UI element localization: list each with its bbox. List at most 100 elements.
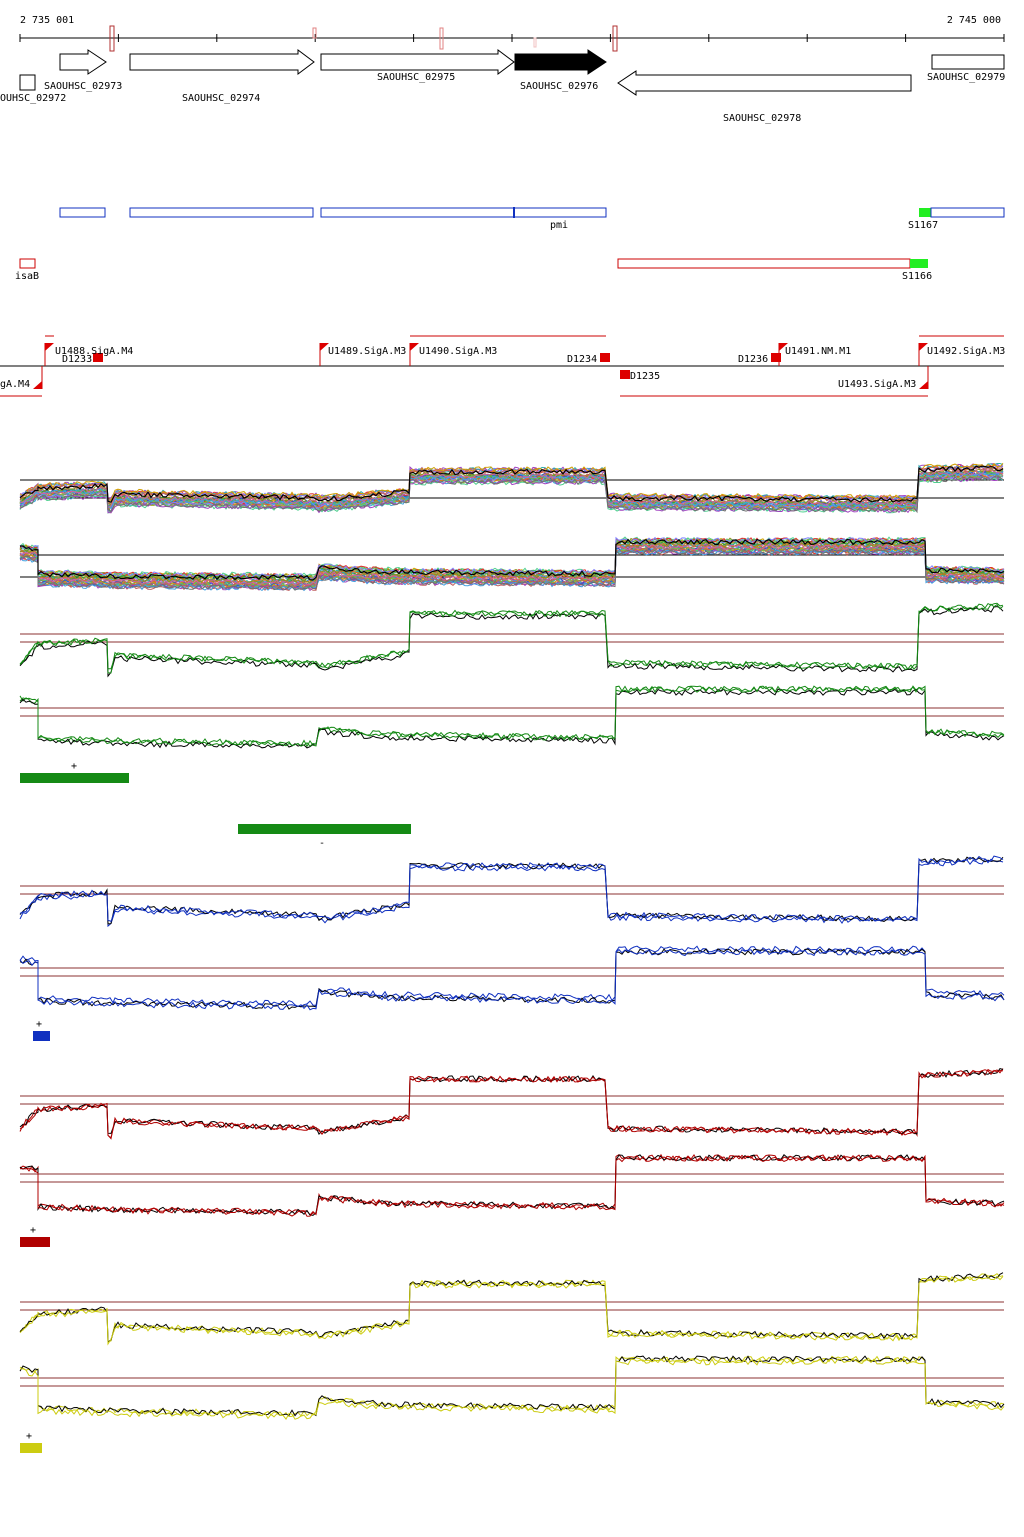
profile-panel [19,462,1004,514]
tss-label-siga-m4: gA.M4 [0,379,30,390]
tss-flag[interactable] [33,381,42,389]
profile-line [19,546,1005,589]
profile-line [19,548,1005,591]
profile-line [19,948,1005,1011]
yellow-plus-label: + [26,1431,32,1442]
coordinate-ruler: 2 735 001 2 745 000 [19,15,1005,52]
gene-label-02972: OUHSC_02972 [0,93,66,104]
gene-track: SAOUHSC_02973 SAOUHSC_02974 SAOUHSC_0297… [0,49,1005,124]
yellow-plus-bar[interactable] [20,1443,42,1453]
profile-panel [19,1355,1005,1421]
tss-flags [33,343,928,389]
profile-line [19,536,1005,580]
profile-line [19,858,1004,928]
profile-panel [19,685,1005,749]
ruler-marker [312,27,317,39]
operon-label-pmi: pmi [550,220,568,231]
profile-line [19,1355,1005,1417]
profile-line [19,465,1004,503]
profile-line [19,606,1004,678]
profile-panel [19,945,1005,1011]
tss-flag[interactable] [779,343,788,351]
profile-line [19,1273,1004,1343]
gene-label-02979: SAOUHSC_02979 [927,72,1005,83]
tss-label-d1233: D1233 [62,354,92,365]
tss-box-d1236[interactable] [771,353,781,362]
profile-line [19,1275,1004,1346]
gene-label-02974: SAOUHSC_02974 [182,93,260,104]
green-minus-bar[interactable] [238,824,411,834]
green-plus-label: + [71,761,77,772]
tss-label-u1492: U1492.SigA.M3 [927,346,1005,357]
profile-line [19,603,1004,674]
profile-line [19,538,1005,581]
tss-track: U1488.SigA.M4 D1233 U1489.SigA.M3 U1490.… [0,335,1005,397]
tss-flag[interactable] [410,343,419,351]
tss-label-d1235: D1235 [630,371,660,382]
gene-label-02978: SAOUHSC_02978 [723,113,801,124]
profile-line [19,1358,1005,1421]
tss-label-u1491: U1491.NM.M1 [785,346,851,357]
tss-label-d1234: D1234 [567,354,597,365]
gene-box-02979[interactable] [931,54,1005,70]
profile-line [19,1272,1004,1343]
gene-arrow-02973[interactable] [59,49,107,75]
tss-box-d1234[interactable] [600,353,610,362]
profile-panel [19,1068,1004,1140]
green-minus-label: - [319,838,325,849]
antisense-box-isab[interactable] [19,258,36,269]
tss-flag[interactable] [45,343,54,351]
profile-line [19,543,1005,586]
profile-line [19,855,1004,923]
gene-arrow-02976[interactable] [514,49,607,75]
profile-line [19,462,1004,503]
profile-panel [19,536,1005,592]
blue-plus-bar[interactable] [33,1031,50,1041]
gene-box-02972[interactable] [19,74,36,91]
operon-box[interactable] [129,207,314,218]
ruler-start-label: 2 735 001 [20,15,74,26]
profile-line [19,948,1005,1010]
antisense-track: isaB S1166 [15,258,932,282]
antisense-label-isab: isaB [15,271,39,282]
profile-panel [19,1153,1005,1217]
gene-label-02975: SAOUHSC_02975 [377,72,455,83]
profile-line [19,549,1005,592]
tss-flag[interactable] [919,343,928,351]
profile-line [19,475,1004,514]
tss-label-u1490: U1490.SigA.M3 [419,346,497,357]
srna-label-s1167: S1167 [908,220,938,231]
tss-flag[interactable] [919,381,928,389]
antisense-label-s1166: S1166 [902,271,932,282]
ruler-marker [533,37,537,48]
profile-panel [19,855,1004,928]
profile-line [19,471,1004,509]
ruler-marker [439,27,444,50]
profile-line [19,1154,1005,1217]
srna-box-s1166[interactable] [910,259,928,268]
profile-line [19,468,1004,509]
profile-panel [19,1272,1004,1346]
profile-line [19,945,1005,1007]
operon-box[interactable] [930,207,1005,218]
blue-plus-label: + [36,1019,42,1030]
gene-arrow-02975[interactable] [320,49,515,75]
tss-flag[interactable] [320,343,329,351]
tss-label-u1489: U1489.SigA.M3 [328,346,406,357]
tss-box-d1235[interactable] [620,370,630,379]
gene-label-02976: SAOUHSC_02976 [520,81,598,92]
profile-line [19,1069,1004,1140]
srna-box-s1167[interactable] [919,208,931,217]
operon-box[interactable] [320,207,607,218]
antisense-box[interactable] [617,258,911,269]
operon-box[interactable] [59,207,106,218]
operon-track: pmi S1167 [59,207,1005,231]
profile-panel [19,602,1004,678]
tss-box-d1233[interactable] [93,353,103,362]
gene-arrow-02974[interactable] [129,49,315,75]
red-plus-bar[interactable] [20,1237,50,1247]
profile-line [19,688,1005,749]
gene-arrow-02978[interactable] [617,70,912,96]
green-plus-bar[interactable] [20,773,129,783]
